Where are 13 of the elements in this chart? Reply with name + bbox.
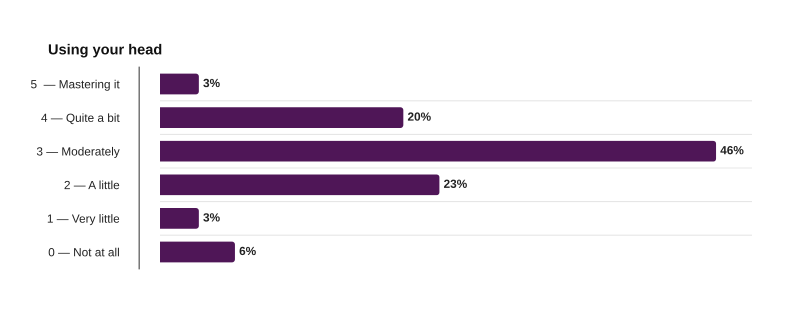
data-label: 6% (240, 246, 256, 256)
data-label: 46% (720, 146, 744, 154)
data-label: 3% (203, 78, 220, 88)
y-tick-label: 2 — A little (64, 180, 120, 190)
y-tick-label: 1 — Very little (48, 214, 120, 226)
y-tick-label: 0 — Not at all (48, 248, 119, 256)
data-label: 3% (203, 213, 220, 222)
y-tick-label: 5 — Mastering it (30, 80, 120, 91)
y-tick-label: 4 — Quite a bit (41, 113, 120, 124)
y-tick-label: 3 — Moderately (36, 146, 120, 158)
data-label: 23% (444, 180, 467, 188)
chart-title: Using your head (48, 44, 162, 58)
data-label: 20% (408, 112, 431, 121)
